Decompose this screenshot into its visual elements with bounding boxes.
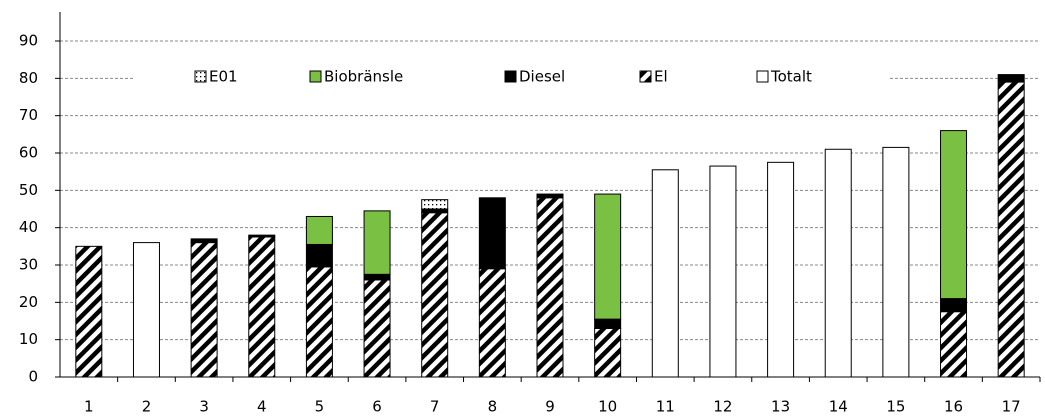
bar-segment — [882, 146, 910, 378]
bar-segment — [478, 197, 506, 270]
x-tick-label: 5 — [315, 398, 325, 416]
legend-label: E01 — [209, 68, 238, 86]
x-tick-label: 6 — [372, 398, 382, 416]
x-tick-label: 12 — [713, 398, 732, 416]
legend-swatch — [639, 70, 652, 83]
y-tick-label: 40 — [19, 218, 38, 236]
legend-swatch — [504, 70, 517, 83]
bar-segment — [536, 197, 564, 378]
bar-segment — [190, 238, 218, 244]
y-tick-label: 30 — [19, 256, 38, 274]
bar-segment — [767, 161, 795, 378]
legend-label: Totalt — [770, 68, 812, 86]
x-tick-label: 14 — [829, 398, 848, 416]
y-tick-label: 0 — [28, 368, 38, 386]
bar-segment — [75, 245, 103, 378]
bar-segment — [305, 215, 333, 245]
bar-segment — [132, 242, 160, 378]
x-tick-label: 16 — [944, 398, 963, 416]
bar-segment — [248, 236, 276, 378]
y-tick-label: 50 — [19, 181, 38, 199]
bar-segment — [997, 74, 1025, 83]
x-tick-label: 4 — [257, 398, 267, 416]
bar-segment — [594, 327, 622, 378]
bar-segment — [709, 165, 737, 378]
bar-segment — [651, 169, 679, 378]
legend-label: Diesel — [519, 68, 565, 86]
x-tick-label: 17 — [1002, 398, 1021, 416]
x-tick-label: 11 — [656, 398, 675, 416]
bar-segment — [940, 311, 968, 378]
bar-segment — [421, 199, 449, 210]
bar-segment — [940, 130, 968, 300]
bar-segment — [421, 208, 449, 214]
bar-segment — [824, 148, 852, 378]
bar-segment — [248, 234, 276, 238]
y-tick-label: 90 — [19, 32, 38, 50]
x-tick-label: 10 — [598, 398, 617, 416]
x-tick-label: 8 — [488, 398, 498, 416]
legend-swatch — [756, 70, 769, 83]
bar-segment — [190, 242, 218, 378]
bar-segment — [594, 318, 622, 329]
bar-segment — [363, 210, 391, 275]
x-tick-label: 15 — [886, 398, 905, 416]
x-tick-label: 9 — [545, 398, 555, 416]
bar-segment — [536, 193, 564, 199]
bar-segment — [305, 266, 333, 378]
bar-segment — [305, 243, 333, 268]
bar-segment — [940, 298, 968, 313]
y-tick-label: 80 — [19, 69, 38, 87]
x-tick-label: 2 — [142, 398, 152, 416]
legend-label: El — [654, 68, 668, 86]
bar-segment — [478, 268, 506, 378]
legend-swatch — [309, 70, 322, 83]
x-tick-label: 13 — [771, 398, 790, 416]
x-tick-label: 7 — [430, 398, 440, 416]
y-tick-label: 10 — [19, 330, 38, 348]
legend-swatch — [194, 70, 207, 83]
bar-segment — [363, 279, 391, 378]
x-tick-label: 3 — [199, 398, 209, 416]
bar-segment — [363, 273, 391, 281]
x-tick-label: 1 — [84, 398, 94, 416]
legend-label: Biobränsle — [324, 68, 403, 86]
y-tick-label: 60 — [19, 144, 38, 162]
y-tick-label: 20 — [19, 293, 38, 311]
bar-segment — [421, 212, 449, 378]
y-tick-label: 70 — [19, 106, 38, 124]
bar-segment — [594, 193, 622, 320]
bar-segment — [997, 81, 1025, 378]
